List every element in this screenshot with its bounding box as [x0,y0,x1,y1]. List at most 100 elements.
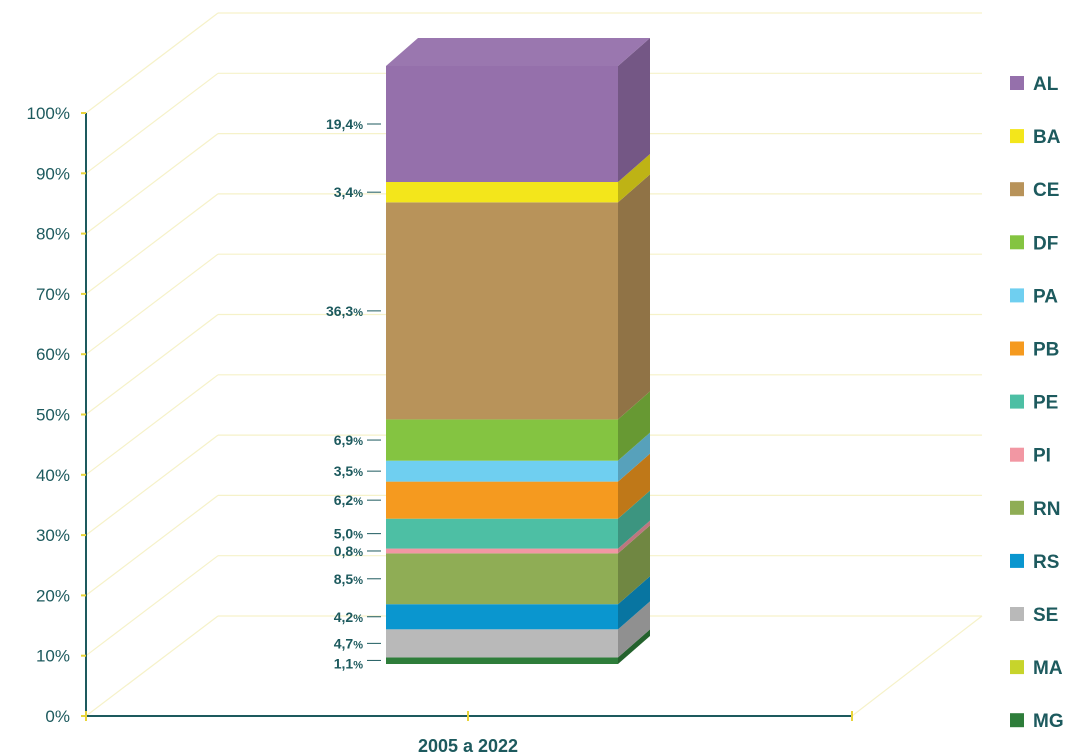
data-label-text: 36,3% [326,303,363,319]
data-label-mg: 1,1% [334,655,381,671]
bar-segment-side [618,38,650,183]
y-tick-label: 40% [36,466,70,485]
bar-segment-side [618,525,650,605]
y-tick-label: 0% [45,707,70,726]
legend-label: DF [1033,233,1058,254]
axes: 0% 10% 20% 30% 40% 50% 60% 70% 80% 90% 100% 2005 a … [27,104,853,756]
gridline-diagonal [85,133,219,235]
bar-segment-pa [386,432,650,482]
gridline-diagonal [85,615,219,717]
legend-item-ba: BA [1010,127,1061,148]
gridline-diagonal [85,434,219,536]
legend-item-se: SE [1010,605,1058,626]
legend-label: BA [1033,127,1061,148]
bar-segment-front [386,548,618,554]
legend-label: PE [1033,393,1058,414]
legend-swatch [1010,447,1024,462]
legend-item-pe: PE [1010,393,1058,414]
bar-segment-side [618,174,650,420]
gridline-diagonal [85,193,219,295]
bar-segment-pe [386,490,650,549]
bar-segment-rs [386,576,650,630]
bar-segment-se [386,601,650,658]
legend-swatch [1010,607,1024,621]
legend-label: MG [1033,711,1064,732]
legend-swatch [1010,341,1024,356]
data-label-se: 4,7% [334,635,381,651]
legend-label: CE [1033,180,1059,201]
data-label-df: 6,9% [334,432,381,448]
data-label-text: 5,0% [334,526,363,542]
bar-segment-pb [386,453,650,519]
y-tick-label: 80% [36,225,70,244]
legend-item-pb: PB [1010,340,1059,361]
bar-segment-side [618,391,650,461]
bar-segment-front [386,553,618,605]
legend-swatch [1010,129,1024,144]
legend-label: RN [1033,499,1060,520]
legend-item-al: AL [1010,74,1059,95]
gridline-diagonal [85,555,219,657]
gridline-diagonal [85,253,219,355]
bar-segment-side [618,432,650,482]
bar-segment-side [618,520,650,554]
bar-segment-front [386,419,618,461]
data-label-text: 3,4% [334,184,363,200]
bar-segment-ba [386,154,650,203]
data-label-text: 19,4% [326,116,363,132]
bar-segment-side [618,601,650,658]
data-label-text: 4,7% [334,635,363,651]
data-label-text: 3,5% [334,463,363,479]
bar-segment-mg [386,629,650,664]
bar-segment-front [386,657,618,664]
bar-segment-front [386,518,618,549]
legend-swatch [1010,500,1024,515]
bar-segment-side [618,576,650,630]
data-label-ce: 36,3% [326,303,381,319]
bar-segment-df [386,391,650,461]
legend-item-df: DF [1010,233,1058,254]
legend-label: RS [1033,552,1059,573]
legend-item-mg: MG [1010,711,1064,732]
legend-item-ma: MA [1010,658,1063,679]
gridline-diagonal [85,374,219,476]
bar-segment-front [386,66,618,183]
legend-swatch [1010,235,1024,250]
legend-item-rn: RN [1010,499,1060,520]
legend-swatch [1010,713,1024,728]
legend-swatch [1010,288,1024,303]
data-label-pi: 0,8% [334,543,381,559]
legend-item-pi: PI [1010,446,1051,467]
legend-swatch [1010,553,1024,568]
data-label-text: 4,2% [334,609,363,625]
gridline-diagonal [85,314,219,415]
data-label-text: 8,5% [334,571,363,587]
bar-segment-ce [386,174,650,420]
bar-segment-pi [386,520,650,554]
bar-segment-al [386,38,650,183]
legend-label: PA [1033,286,1058,307]
legend-swatch [1010,76,1024,90]
data-label-pa: 3,5% [334,463,381,479]
legend-item-rs: RS [1010,552,1059,573]
y-tick-label: 20% [36,586,70,605]
y-tick-label: 50% [36,406,70,425]
bar-segment-rn [386,525,650,605]
bar-segment-front [386,202,618,420]
bar-segment-front [386,481,618,519]
data-label-rn: 8,5% [334,571,381,587]
gridline-diagonal [85,12,219,114]
legend-swatch [1010,660,1024,675]
legend-label: AL [1033,74,1059,95]
data-labels: 1,1% 4,7% 4,2% 8,5% 0,8%5,0% 6,2% 3,5% 6,9% 36,3… [326,116,381,671]
bar-segment-front [386,604,618,630]
legend-item-pa: PA [1010,286,1058,307]
legend-swatch [1010,394,1024,409]
x-category-label: 2005 a 2022 [418,736,518,756]
bar-segment-front [386,182,618,203]
data-label-text: 6,2% [334,492,363,508]
bar-segment-side [618,154,650,203]
gridline-diagonal [85,494,219,596]
bar-segment-side [618,453,650,519]
